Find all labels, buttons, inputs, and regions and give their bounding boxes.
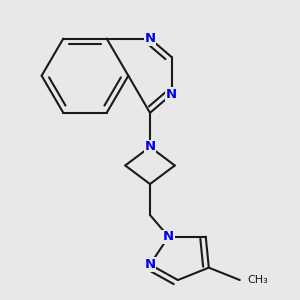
Text: N: N [144, 140, 156, 153]
Text: CH₃: CH₃ [248, 275, 268, 285]
Text: N: N [144, 258, 156, 271]
Text: N: N [144, 32, 156, 45]
Text: N: N [166, 88, 177, 101]
Text: N: N [163, 230, 174, 243]
